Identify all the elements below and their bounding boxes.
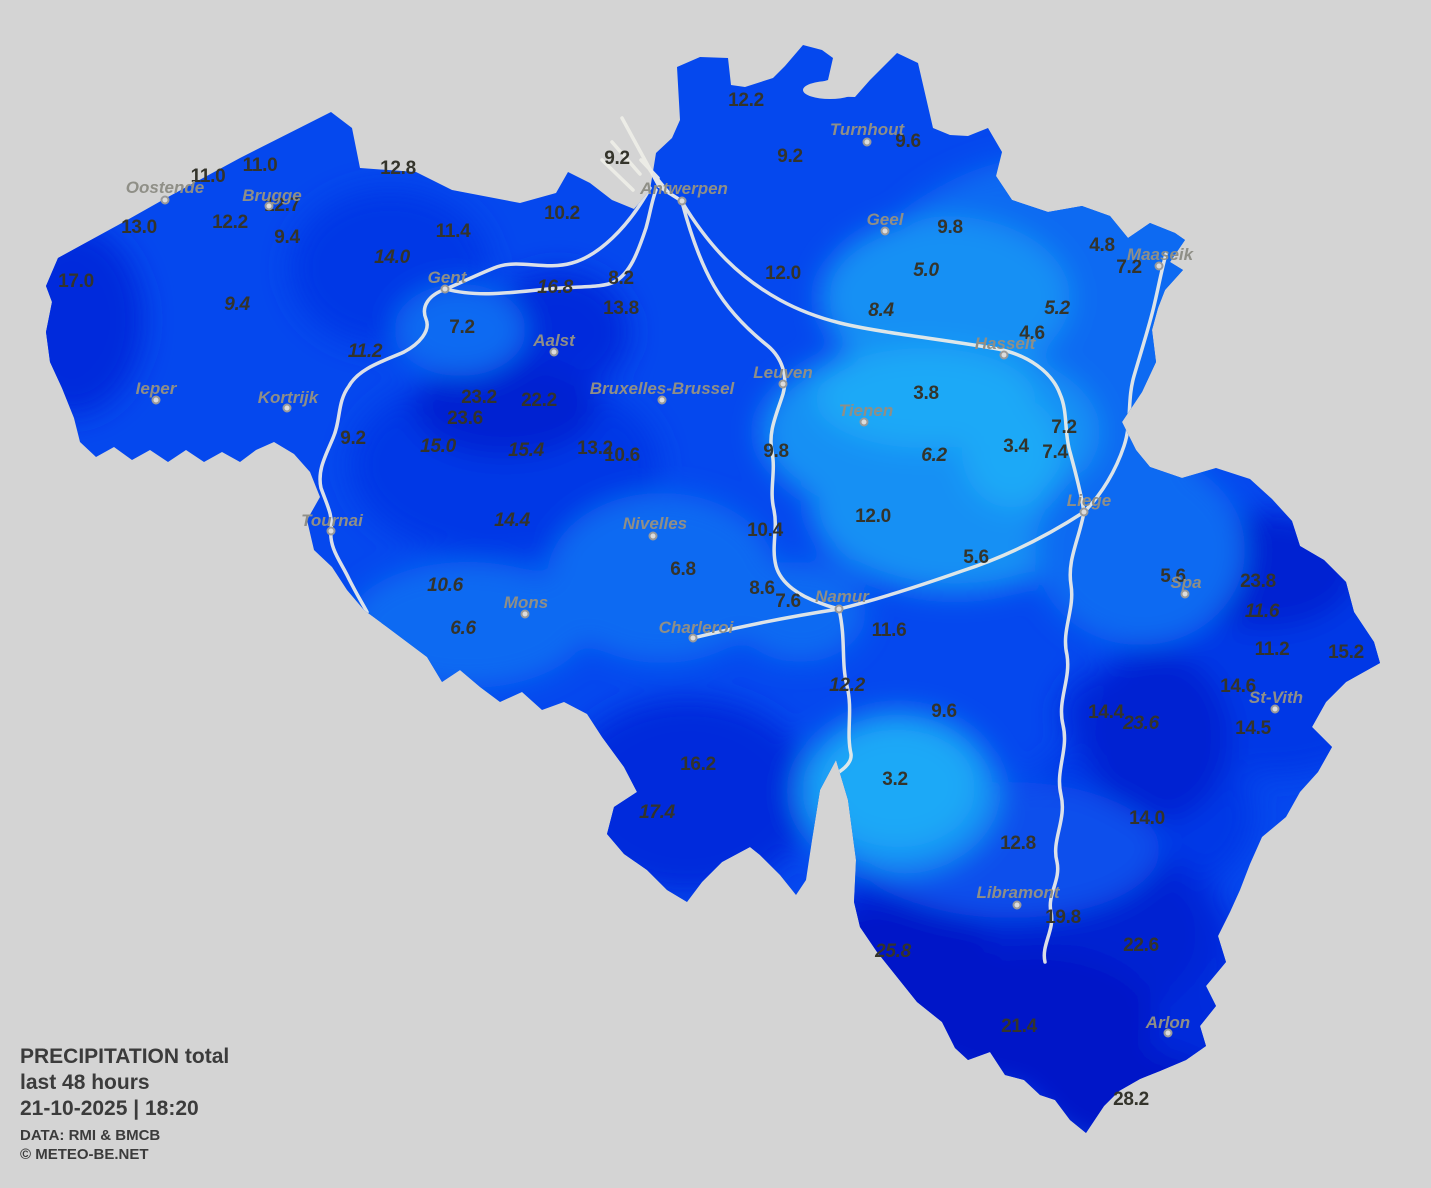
map-legend-title-block: PRECIPITATION total last 48 hours 21-10-… xyxy=(20,1044,229,1164)
province-border-southeast xyxy=(1042,510,1086,964)
river-maas-north xyxy=(1082,252,1168,514)
map-subtitle: last 48 hours xyxy=(20,1071,150,1094)
river-meuse-east xyxy=(837,510,1086,611)
river-dijle xyxy=(680,200,841,611)
canal-gent xyxy=(444,188,658,296)
map-datetime: 21-10-2025 | 18:20 xyxy=(20,1097,199,1120)
map-data-source: DATA: RMI & BMCB xyxy=(20,1127,161,1144)
border-notch xyxy=(803,81,857,99)
albert-canal xyxy=(680,200,1086,514)
map-title: PRECIPITATION total xyxy=(20,1045,230,1068)
map-copyright: © METEO-BE.NET xyxy=(20,1146,149,1163)
river-sambre xyxy=(691,607,841,640)
scheldt-estuary-channels xyxy=(600,116,685,204)
river-meuse-south xyxy=(837,607,853,774)
